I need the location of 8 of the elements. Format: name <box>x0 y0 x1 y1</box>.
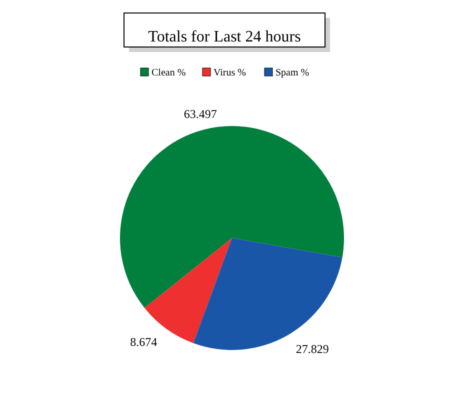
legend-label: Clean % <box>152 68 186 78</box>
chart-title: Totals for Last 24 hours <box>148 28 301 46</box>
legend-label: Virus % <box>214 68 246 78</box>
pie-slice <box>120 126 344 308</box>
data-label: 8.674 <box>130 335 158 350</box>
data-label: 63.497 <box>184 107 217 122</box>
data-label: 27.829 <box>296 342 329 356</box>
legend-label: Spam % <box>276 68 310 78</box>
